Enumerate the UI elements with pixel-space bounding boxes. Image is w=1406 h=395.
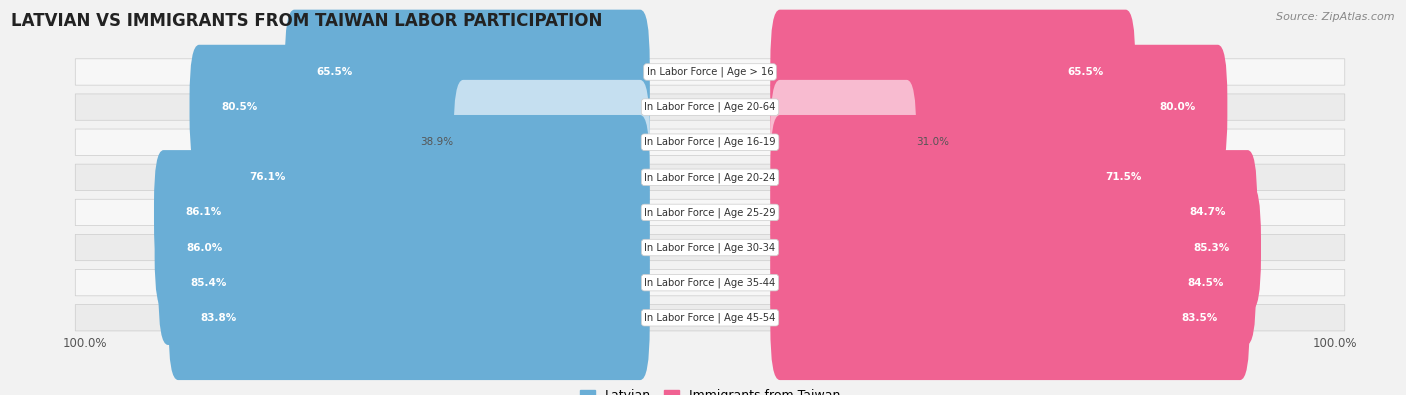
FancyBboxPatch shape: [76, 129, 1344, 155]
FancyBboxPatch shape: [76, 234, 1344, 261]
Text: LATVIAN VS IMMIGRANTS FROM TAIWAN LABOR PARTICIPATION: LATVIAN VS IMMIGRANTS FROM TAIWAN LABOR …: [11, 12, 603, 30]
FancyBboxPatch shape: [770, 80, 917, 205]
Text: 31.0%: 31.0%: [917, 137, 949, 147]
FancyBboxPatch shape: [454, 80, 650, 205]
Text: 65.5%: 65.5%: [316, 67, 353, 77]
FancyBboxPatch shape: [770, 9, 1135, 134]
Text: In Labor Force | Age 20-24: In Labor Force | Age 20-24: [644, 172, 776, 182]
Text: In Labor Force | Age 30-34: In Labor Force | Age 30-34: [644, 242, 776, 253]
Text: 65.5%: 65.5%: [1067, 67, 1104, 77]
Text: In Labor Force | Age 20-64: In Labor Force | Age 20-64: [644, 102, 776, 112]
FancyBboxPatch shape: [770, 45, 1227, 169]
FancyBboxPatch shape: [770, 220, 1256, 345]
FancyBboxPatch shape: [285, 9, 650, 134]
FancyBboxPatch shape: [76, 199, 1344, 226]
Text: 100.0%: 100.0%: [63, 337, 107, 350]
Text: In Labor Force | Age 35-44: In Labor Force | Age 35-44: [644, 277, 776, 288]
FancyBboxPatch shape: [155, 150, 650, 275]
Text: Source: ZipAtlas.com: Source: ZipAtlas.com: [1277, 12, 1395, 22]
FancyBboxPatch shape: [770, 150, 1257, 275]
Text: 71.5%: 71.5%: [1105, 172, 1142, 182]
FancyBboxPatch shape: [190, 45, 650, 169]
Text: 83.5%: 83.5%: [1181, 313, 1218, 323]
Text: 38.9%: 38.9%: [420, 137, 454, 147]
FancyBboxPatch shape: [76, 164, 1344, 190]
Text: In Labor Force | Age 16-19: In Labor Force | Age 16-19: [644, 137, 776, 147]
FancyBboxPatch shape: [169, 256, 650, 380]
Legend: Latvian, Immigrants from Taiwan: Latvian, Immigrants from Taiwan: [575, 384, 845, 395]
Text: In Labor Force | Age > 16: In Labor Force | Age > 16: [647, 67, 773, 77]
Text: 100.0%: 100.0%: [1313, 337, 1357, 350]
Text: 76.1%: 76.1%: [249, 172, 285, 182]
Text: 83.8%: 83.8%: [200, 313, 236, 323]
Text: 84.5%: 84.5%: [1188, 278, 1225, 288]
FancyBboxPatch shape: [155, 185, 650, 310]
FancyBboxPatch shape: [76, 59, 1344, 85]
FancyBboxPatch shape: [770, 185, 1261, 310]
Text: 86.0%: 86.0%: [187, 243, 222, 252]
Text: 86.1%: 86.1%: [186, 207, 222, 217]
FancyBboxPatch shape: [76, 269, 1344, 296]
Text: 80.0%: 80.0%: [1160, 102, 1195, 112]
FancyBboxPatch shape: [76, 94, 1344, 120]
Text: 85.4%: 85.4%: [190, 278, 226, 288]
FancyBboxPatch shape: [76, 305, 1344, 331]
Text: 80.5%: 80.5%: [221, 102, 257, 112]
FancyBboxPatch shape: [770, 115, 1174, 240]
FancyBboxPatch shape: [770, 256, 1250, 380]
FancyBboxPatch shape: [218, 115, 650, 240]
Text: In Labor Force | Age 25-29: In Labor Force | Age 25-29: [644, 207, 776, 218]
FancyBboxPatch shape: [159, 220, 650, 345]
Text: 84.7%: 84.7%: [1189, 207, 1226, 217]
Text: In Labor Force | Age 45-54: In Labor Force | Age 45-54: [644, 312, 776, 323]
Text: 85.3%: 85.3%: [1194, 243, 1229, 252]
